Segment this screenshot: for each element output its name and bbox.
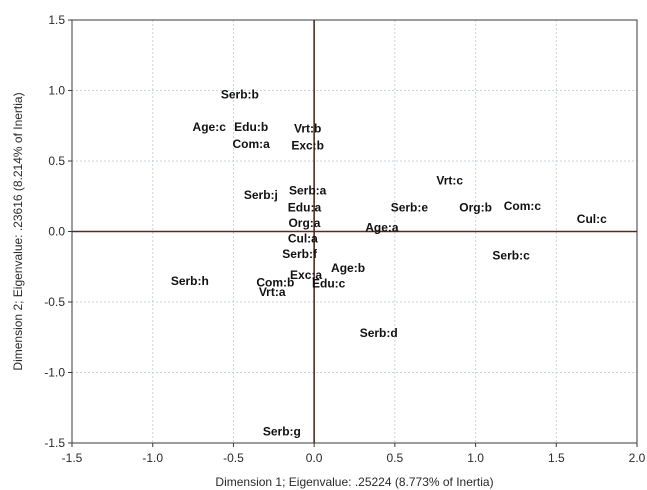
- point-label: Edu:c: [312, 277, 346, 291]
- x-tick-label: 0.0: [306, 451, 323, 465]
- reference-lines: [72, 20, 637, 443]
- point-label: Vrt:a: [259, 285, 286, 299]
- point-label: Vrt:b: [294, 122, 321, 136]
- point-label: Edu:b: [234, 120, 268, 134]
- point-label: Exc:a: [290, 268, 322, 282]
- tick-labels: -1.5 -1.0 -0.5 0.0 0.5 1.0 1.5 2.0 1.5 1.0 0.5 0.0 -…: [44, 13, 645, 465]
- point-label: Age:a: [365, 220, 399, 234]
- point-label: Serb:d: [360, 326, 398, 340]
- y-tick-label: 1.5: [48, 13, 65, 27]
- y-axis-title: Dimension 2; Eigenvalue: .23616 (8.214% …: [11, 92, 25, 370]
- point-label: Serb:c: [492, 248, 530, 262]
- point-label: Com:b: [256, 275, 294, 289]
- point-label: Vrt:c: [436, 174, 463, 188]
- point-label: Serb:j: [244, 188, 278, 202]
- point-label: Com:a: [233, 137, 271, 151]
- x-tick-label: 1.0: [467, 451, 484, 465]
- point-label: Org:b: [459, 201, 492, 215]
- point-label: Serb:a: [289, 184, 327, 198]
- point-label: Serb:b: [221, 88, 259, 102]
- y-tick-label: -1.5: [44, 436, 65, 450]
- point-label: Age:c: [193, 120, 227, 134]
- x-tick-label: -1.5: [62, 451, 83, 465]
- point-label: Cul:c: [577, 212, 607, 226]
- point-labels: Serb:b Age:c Edu:b Com:a Vrt:b Exc:b Serb:j Ser…: [171, 88, 607, 439]
- point-label: Serb:g: [263, 425, 301, 439]
- point-label: Org:a: [288, 216, 320, 230]
- y-tick-label: 0.5: [48, 154, 65, 168]
- point-label: Serb:h: [171, 274, 209, 288]
- y-tick-label: -0.5: [44, 295, 65, 309]
- x-axis-title: Dimension 1; Eigenvalue: .25224 (8.773% …: [215, 475, 493, 489]
- y-tick-label: 1.0: [48, 84, 65, 98]
- x-tick-label: -0.5: [223, 451, 244, 465]
- point-label: Edu:a: [288, 201, 322, 215]
- y-tick-label: -1.0: [44, 366, 65, 380]
- point-label: Serb:f: [282, 247, 318, 261]
- point-label: Age:b: [331, 261, 365, 275]
- y-tick-label: 0.0: [48, 225, 65, 239]
- x-tick-label: 0.5: [387, 451, 404, 465]
- x-tick-label: 2.0: [629, 451, 646, 465]
- point-label: Exc:b: [291, 138, 324, 152]
- point-label: Com:c: [504, 199, 542, 213]
- point-label: Serb:e: [391, 201, 429, 215]
- x-tick-label: 1.5: [548, 451, 565, 465]
- point-label: Cul:a: [288, 232, 318, 246]
- x-tick-label: -1.0: [142, 451, 163, 465]
